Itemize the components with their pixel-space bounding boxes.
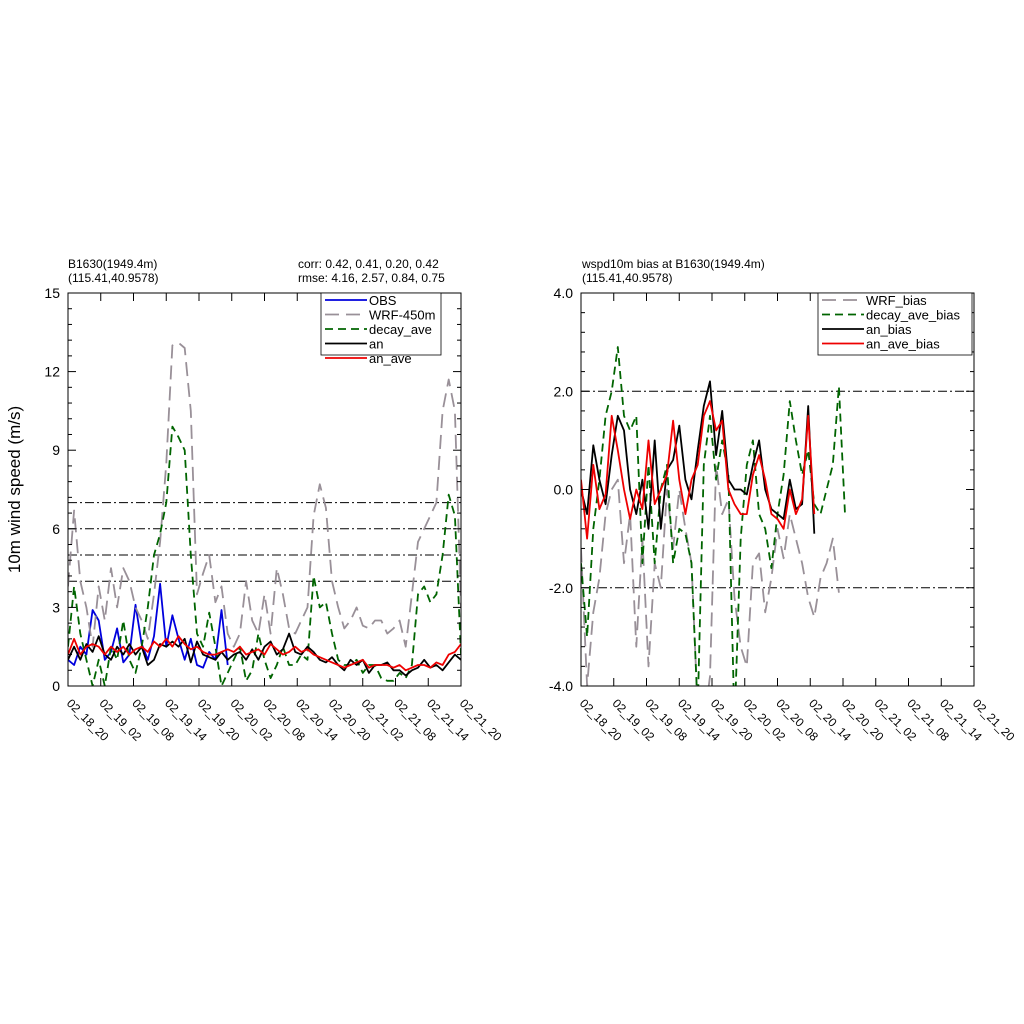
series-line-decay: [68, 425, 461, 686]
y-tick-label: 15: [44, 285, 60, 301]
legend-label-an_ave: an_ave_bias: [866, 337, 940, 352]
y-axis-label: 10m wind speed (m/s): [5, 406, 24, 573]
series-line-obs: [68, 582, 229, 669]
legend-label-decay: decay_ave_bias: [866, 308, 960, 323]
series-line-wrf: [581, 463, 840, 686]
left-station-coords: (115.41,40.9578): [68, 271, 159, 285]
series-line-an: [581, 380, 816, 534]
series-line-an_ave: [68, 635, 461, 672]
y-tick-label: 12: [44, 364, 60, 380]
y-tick-label: 4.0: [554, 285, 574, 301]
right-plot-title: wspd10m bias at B1630(1949.4m): [582, 257, 765, 271]
y-tick-label: 0: [52, 678, 60, 694]
series-group: [68, 341, 461, 686]
legend-label-wrf: WRF-450m: [369, 308, 435, 323]
left-station-name: B1630(1949.4m): [68, 257, 158, 271]
y-tick-label: 0.0: [554, 482, 574, 498]
y-tick-label: 2.0: [554, 383, 574, 399]
legend-label-an: an_bias: [866, 322, 912, 337]
right-station-coords: (115.41,40.9578): [582, 271, 673, 285]
y-tick-label: 6: [52, 521, 60, 537]
series-line-an_ave: [581, 400, 816, 540]
series-line-decay: [581, 346, 846, 686]
legend-label-an_ave: an_ave: [369, 351, 412, 366]
legend-box: [817, 292, 973, 356]
y-tick-label: -4.0: [549, 678, 573, 694]
bias-plot: -4.0-2.00.02.04.002_18_2002_19_0202_19_0…: [549, 285, 1018, 744]
series-line-wrf: [68, 341, 461, 648]
left-rmse-stats: rmse: 4.16, 2.57, 0.84, 0.75: [298, 271, 445, 285]
wind-speed-plot: 0369121502_18_2002_19_0202_19_0802_19_14…: [5, 285, 505, 744]
series-line-an: [68, 632, 461, 677]
series-group: [581, 346, 846, 686]
y-tick-label: -2.0: [549, 580, 573, 596]
left-corr-stats: corr: 0.42, 0.41, 0.20, 0.42: [298, 257, 439, 271]
legend-box: [320, 292, 442, 356]
y-tick-label: 3: [52, 599, 60, 615]
legend-label-wrf: WRF_bias: [866, 293, 927, 308]
legend-label-an: an: [369, 337, 383, 352]
legend-label-obs: OBS: [369, 293, 397, 308]
y-tick-label: 9: [52, 442, 60, 458]
legend-label-decay: decay_ave: [369, 322, 432, 337]
